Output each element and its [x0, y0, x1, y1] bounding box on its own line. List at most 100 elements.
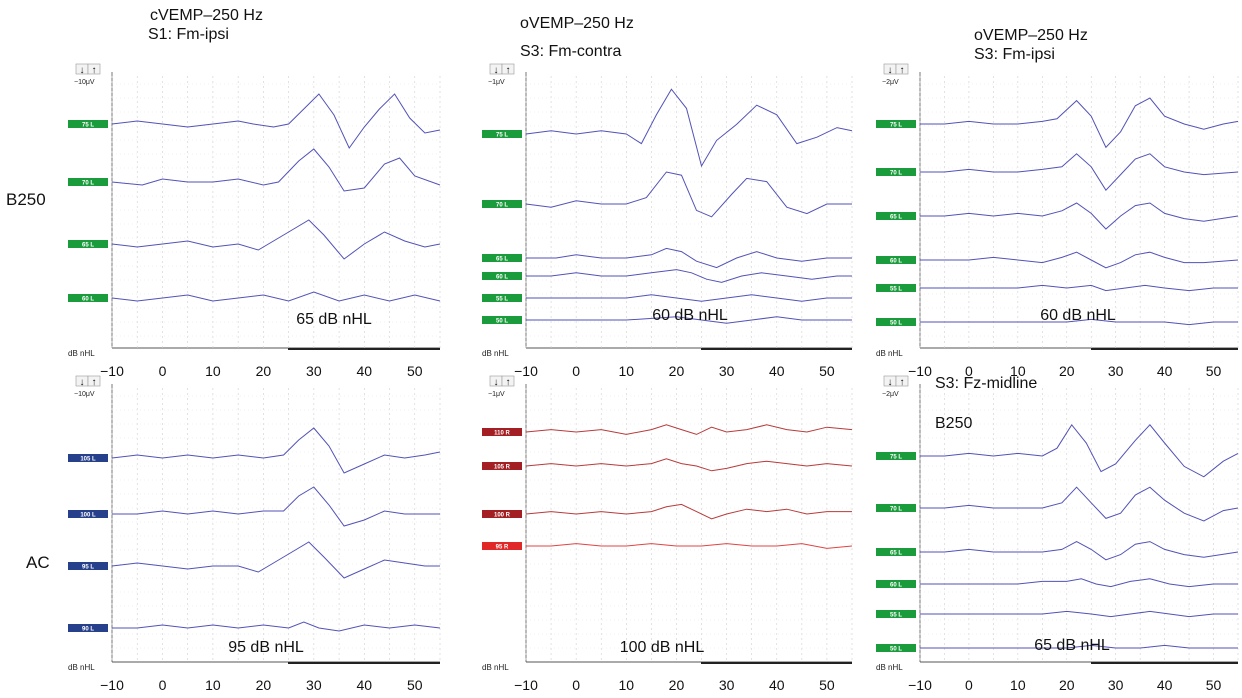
x-tick-label: 20	[669, 677, 685, 693]
x-tick-label: 30	[306, 677, 322, 693]
amplitude-scale-label: −10μV	[74, 79, 95, 86]
waveform-trace	[920, 202, 1239, 230]
level-tag	[482, 542, 522, 550]
x-tick-label: 50	[1206, 363, 1222, 379]
x-tick-label: 0	[572, 677, 580, 693]
polarity-arrows: ↓ ↑	[489, 63, 515, 76]
x-tick-label: −10	[100, 677, 124, 693]
waveform-trace	[920, 541, 1239, 561]
x-tick-label: 0	[159, 677, 167, 693]
x-tick-label: 0	[965, 677, 973, 693]
level-tag-label: 75 L	[82, 123, 94, 129]
x-tick-label: 20	[1059, 677, 1075, 693]
level-tag	[68, 562, 108, 570]
x-tick-label: 30	[719, 677, 735, 693]
level-tag-label: 70 L	[890, 171, 902, 177]
arrow-up-icon: ↑	[92, 377, 97, 388]
level-tag	[876, 504, 916, 512]
x-tick-label: −10	[514, 363, 538, 379]
arrow-up-icon: ↑	[506, 65, 511, 76]
waveform-trace	[526, 269, 852, 283]
level-tag-label: 65 L	[82, 243, 94, 249]
waveform-trace	[112, 621, 441, 632]
level-tag	[68, 510, 108, 518]
level-tag-label: 55 L	[890, 287, 902, 293]
x-tick-label: 0	[159, 363, 167, 379]
x-tick-label: 50	[1206, 677, 1222, 693]
x-tick-label: 20	[1059, 363, 1075, 379]
waveform-trace	[111, 427, 441, 474]
waveform-trace	[525, 88, 853, 168]
level-tag-label: 65 L	[496, 257, 508, 263]
waveform-trace	[525, 424, 853, 435]
arrow-up-box	[895, 375, 909, 387]
panel-2-subtitle: S3: Fm-contra	[520, 43, 622, 60]
level-tag-label: 90 L	[82, 627, 94, 633]
x-tick-label: −10	[514, 677, 538, 693]
x-tick-label: 30	[719, 363, 735, 379]
waveform-trace	[526, 247, 852, 269]
level-tag	[482, 254, 522, 262]
level-tag-label: 105 R	[494, 465, 511, 471]
level-tag	[482, 316, 522, 324]
level-tag	[482, 294, 522, 302]
arrow-down-icon: ↓	[80, 65, 85, 76]
stimulus-level-annotation: 95 dB nHL	[228, 639, 304, 656]
waveform-trace	[920, 644, 1238, 649]
waveform-trace	[526, 294, 852, 302]
stimulus-level-annotation: 100 dB nHL	[620, 639, 705, 656]
level-tag-label: 70 L	[82, 181, 94, 187]
polarity-arrows: ↓ ↑	[883, 375, 909, 388]
waveform-trace	[920, 284, 1238, 292]
level-tag-label: 70 L	[496, 203, 508, 209]
x-tick-label: 40	[357, 363, 373, 379]
arrow-down-icon: ↓	[888, 377, 893, 388]
waveform-trace	[525, 458, 853, 472]
x-tick-label: 40	[1157, 363, 1173, 379]
x-tick-label: 10	[205, 363, 221, 379]
panel-1-subtitle: S1: Fm-ipsi	[148, 26, 229, 43]
waveform-trace	[111, 291, 441, 302]
x-tick-label: 40	[769, 677, 785, 693]
arrow-up-icon: ↑	[900, 65, 905, 76]
level-tag	[68, 178, 108, 186]
level-tag	[876, 580, 916, 588]
arrow-up-icon: ↑	[900, 377, 905, 388]
amplitude-scale-label: −2μV	[882, 79, 899, 86]
waveform-trace	[920, 251, 1239, 269]
panel-1-title: cVEMP–250 Hz	[150, 7, 263, 24]
x-tick-label: 0	[965, 363, 973, 379]
amplitude-scale-label: −10μV	[74, 391, 95, 398]
level-tag-label: 75 L	[890, 455, 902, 461]
level-tag-label: 70 L	[890, 507, 902, 513]
level-tag-label: 60 L	[890, 583, 902, 589]
stimulus-level-annotation: 65 dB nHL	[1034, 637, 1110, 654]
level-tag	[68, 240, 108, 248]
waveform-trace	[920, 578, 1238, 588]
level-tag-label: 65 L	[890, 551, 902, 557]
waveform-trace	[525, 503, 852, 520]
arrow-down-icon: ↓	[494, 65, 499, 76]
amplitude-scale-label: −1μV	[488, 79, 505, 86]
waveform-trace	[526, 316, 852, 324]
panel-3-title: oVEMP–250 Hz	[974, 27, 1088, 44]
level-tag	[876, 644, 916, 652]
level-tag	[876, 284, 916, 292]
level-tag	[482, 272, 522, 280]
x-tick-label: 10	[1010, 677, 1026, 693]
amplitude-scale-label: −2μV	[882, 391, 899, 398]
x-axis-label: dB nHL	[876, 349, 903, 358]
panel-6-subtitle: S3: Fz-midline	[935, 375, 1038, 392]
x-tick-label: −10	[908, 363, 932, 379]
waveform-trace	[112, 486, 440, 527]
level-tag	[482, 510, 522, 518]
x-axis-label: dB nHL	[482, 663, 509, 672]
panel-2-title: oVEMP–250 Hz	[520, 15, 634, 32]
level-tag	[68, 294, 108, 302]
waveform-trace	[920, 423, 1239, 478]
x-tick-label: 30	[1108, 363, 1124, 379]
level-tag-label: 50 L	[496, 319, 508, 325]
level-tag-label: 60 L	[890, 259, 902, 265]
waveform-trace	[920, 318, 1238, 326]
waveform-trace	[111, 93, 441, 149]
